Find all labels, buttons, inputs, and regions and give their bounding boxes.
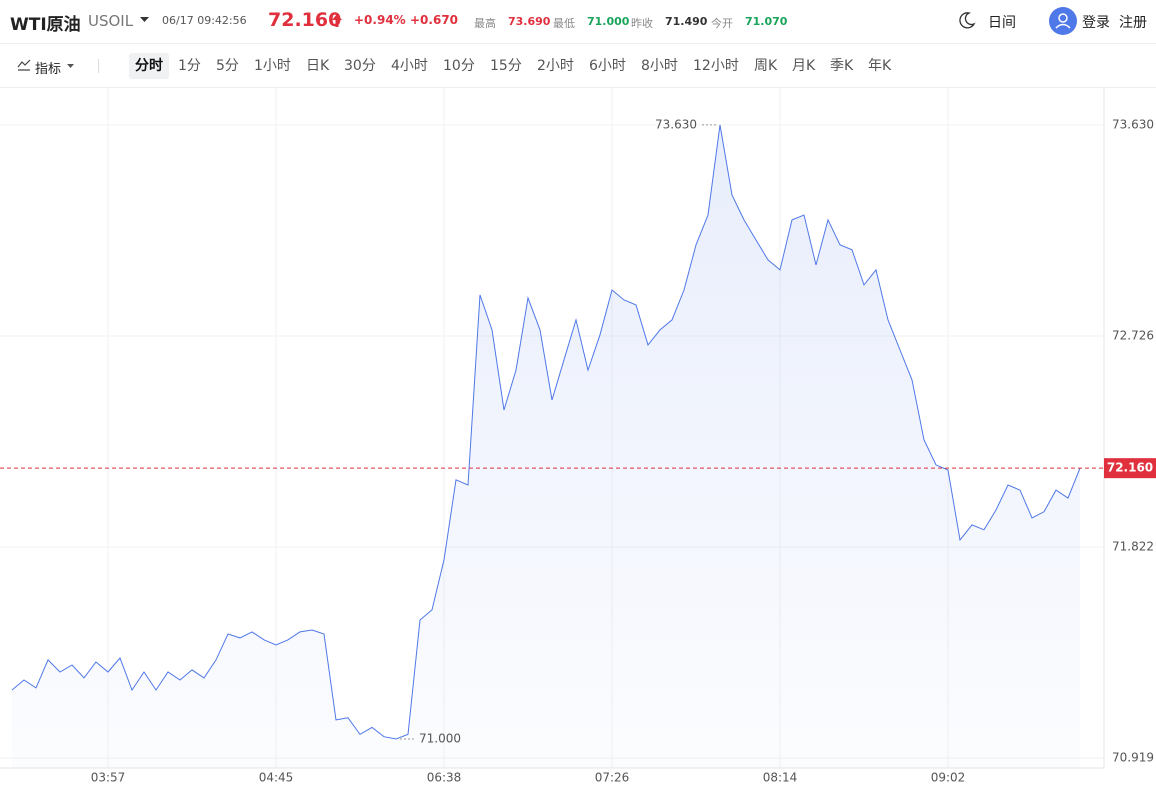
caret xyxy=(140,17,149,22)
current-price-tag xyxy=(1104,458,1156,479)
title: WTI原油 xyxy=(10,15,81,35)
price-line xyxy=(11,124,1081,740)
chart: 73.630 72.726 71.822 70.919 03:57 04:45 06:38 0… xyxy=(0,88,1156,785)
login[interactable]: 登录 xyxy=(1082,15,1110,31)
caret xyxy=(67,64,74,68)
indicator-icon xyxy=(17,59,31,71)
price: 72.160 xyxy=(268,9,342,31)
stat-value: 73.690 xyxy=(508,15,551,28)
avatar[interactable] xyxy=(1049,7,1077,35)
area xyxy=(12,124,1080,768)
interval-button[interactable]: 2小时 xyxy=(537,58,574,74)
interval-button[interactable]: 10分 xyxy=(443,58,475,74)
annotation-label: 73.630 xyxy=(655,117,697,131)
x-tick-label: 08:14 xyxy=(763,771,798,785)
stat-value: 71.070 xyxy=(745,15,788,28)
current-price-label: 72.160 xyxy=(1107,461,1153,475)
toolbar: 指标 分时 1分 5分 1小时 日K 30分 4小时 10分 15分 2小时 6小时 8小时 12小时周… xyxy=(0,44,1156,88)
stat-label: 最高 xyxy=(474,17,496,30)
interval-button[interactable]: 季K xyxy=(830,58,854,74)
theme-toggle[interactable]: 日间 xyxy=(988,15,1016,31)
stat-value: 71.000 xyxy=(587,15,630,28)
y-tick-label: 73.630 xyxy=(1112,117,1154,131)
interval-button[interactable]: 5分 xyxy=(216,58,239,74)
y-tick-label: 70.919 xyxy=(1112,750,1154,764)
stat-label: 今开 xyxy=(711,17,733,30)
x-tick-label: 07:26 xyxy=(595,771,630,785)
interval-button[interactable]: 12小时 xyxy=(693,58,739,74)
stat-value: 71.490 xyxy=(665,15,708,28)
register[interactable]: 注册 xyxy=(1119,15,1147,31)
interval-button[interactable]: 月K xyxy=(792,58,816,74)
interval-button[interactable]: 8小时 xyxy=(641,58,678,74)
interval-button[interactable]: 1小时 xyxy=(254,58,291,74)
datetime: 06/17 09:42:56 xyxy=(162,14,247,27)
interval-button[interactable]: 日K xyxy=(306,58,330,74)
interval-button[interactable]: 1分 xyxy=(178,58,201,74)
change: +0.670 xyxy=(410,13,459,27)
y-tick-label: 71.822 xyxy=(1112,540,1154,554)
x-tick-label: 03:57 xyxy=(91,771,126,785)
y-tick-label: 72.726 xyxy=(1112,328,1154,342)
change-pct: +0.94% xyxy=(354,13,406,27)
interval-button[interactable]: 4小时 xyxy=(391,58,428,74)
x-tick-label: 06:38 xyxy=(427,771,462,785)
stat-label: 昨收 xyxy=(631,17,653,30)
interval-button[interactable]: 15分 xyxy=(490,58,522,74)
annotation-label: 71.000 xyxy=(419,732,461,746)
divider xyxy=(98,59,99,73)
moon-icon[interactable] xyxy=(958,11,976,29)
up-arrow xyxy=(332,14,342,27)
stat-label: 最低 xyxy=(553,17,575,30)
interval-button[interactable]: 6小时 xyxy=(589,58,626,74)
x-tick-label: 04:45 xyxy=(259,771,294,785)
interval-button[interactable]: 周K xyxy=(754,58,778,74)
header: WTI原油 USOIL 06/17 09:42:56 72.160 +0.94%… xyxy=(0,0,1156,44)
interval-button[interactable]: 分时 xyxy=(129,53,169,79)
symbol[interactable]: USOIL xyxy=(88,12,134,30)
interval-button[interactable]: 30分 xyxy=(344,58,376,74)
interval-button[interactable]: 年K xyxy=(868,58,892,74)
indicator-button[interactable]: 指标 xyxy=(35,62,62,77)
x-tick-label: 09:02 xyxy=(931,771,966,785)
